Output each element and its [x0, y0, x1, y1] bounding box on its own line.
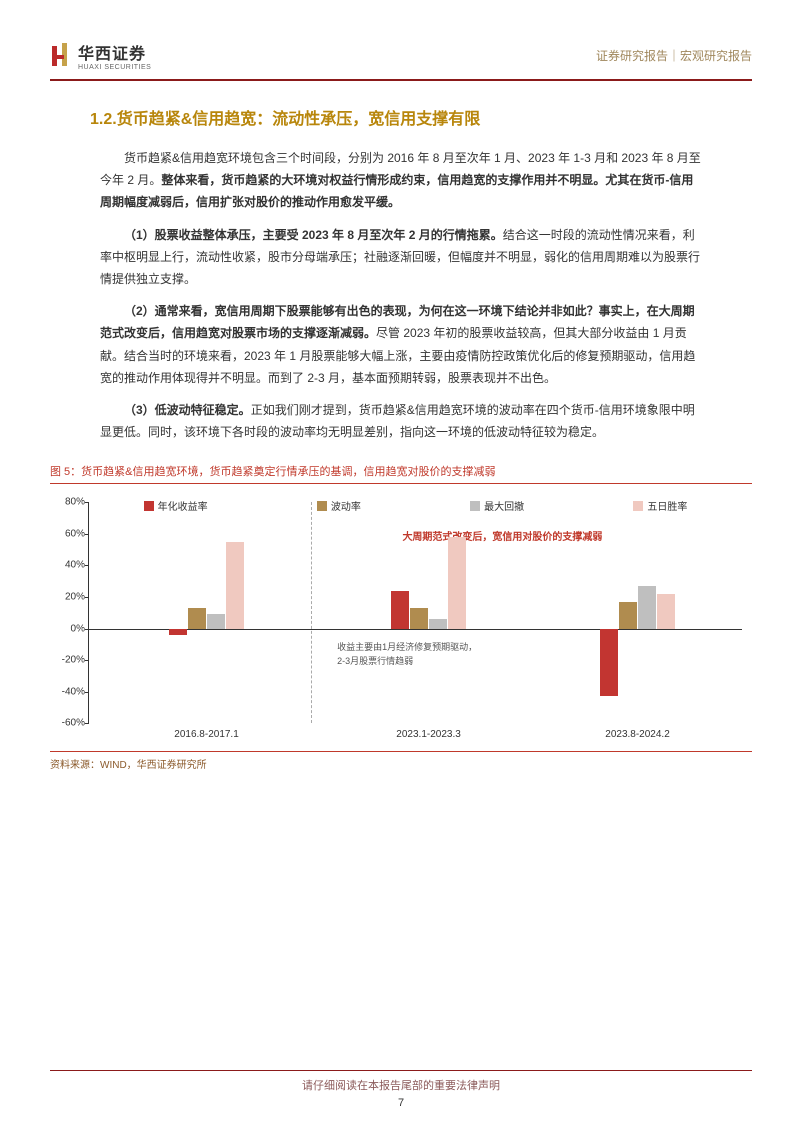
bar	[429, 619, 447, 628]
legend-item-2: 最大回撤	[470, 498, 524, 513]
bar	[188, 608, 206, 629]
page-number: 7	[50, 1097, 752, 1109]
footer-text: 请仔细阅读在本报告尾部的重要法律声明	[50, 1077, 752, 1093]
bar	[207, 614, 225, 628]
bar	[448, 537, 466, 629]
bar	[410, 608, 428, 629]
bar	[600, 629, 618, 697]
logo: 华西证券 HUAXI SECURITIES	[50, 40, 151, 71]
page-footer: 请仔细阅读在本报告尾部的重要法律声明 7	[50, 1070, 752, 1109]
figure-5-chart: 年化收益率 波动率 最大回撤 五日胜率 大周期范式改变后，宽信用对股价的支撑减弱…	[50, 492, 752, 752]
chart-annotation-red: 大周期范式改变后，宽信用对股价的支撑减弱	[402, 528, 602, 543]
bar	[391, 591, 409, 629]
x-label: 2023.1-2023.3	[396, 723, 461, 740]
logo-text-en: HUAXI SECURITIES	[78, 64, 151, 71]
chart-annotation-grey: 收益主要由1月经济修复预期驱动，2-3月股票行情趋弱	[337, 641, 477, 668]
x-label: 2023.8-2024.2	[605, 723, 670, 740]
legend-item-3: 五日胜率	[633, 498, 687, 513]
bar	[657, 594, 675, 629]
bar	[619, 602, 637, 629]
paragraph-4: （3）低波动特征稳定。正如我们刚才提到，货币趋紧&信用趋宽环境的波动率在四个货币…	[100, 399, 702, 443]
bar	[638, 586, 656, 629]
legend-item-1: 波动率	[317, 498, 361, 513]
figure-5-title: 图 5：货币趋紧&信用趋宽环境，货币趋紧奠定行情承压的基调，信用趋宽对股价的支撑…	[50, 459, 752, 484]
paragraph-3: （2）通常来看，宽信用周期下股票能够有出色的表现，为何在这一环境下结论并非如此？…	[100, 300, 702, 389]
section-title: 1.2.货币趋紧&信用趋宽：流动性承压，宽信用支撑有限	[90, 105, 752, 129]
bar	[169, 629, 187, 635]
paragraph-1: 货币趋紧&信用趋宽环境包含三个时间段，分别为 2016 年 8 月至次年 1 月…	[100, 147, 702, 214]
x-label: 2016.8-2017.1	[174, 723, 239, 740]
header-right-text: 证券研究报告｜宏观研究报告	[596, 47, 752, 64]
logo-mark-icon	[50, 43, 72, 69]
chart-legend: 年化收益率 波动率 最大回撤 五日胜率	[89, 498, 742, 513]
legend-item-0: 年化收益率	[144, 498, 208, 513]
figure-5-source: 资料来源：WIND，华西证券研究所	[50, 756, 752, 771]
bar	[226, 542, 244, 629]
logo-text-cn: 华西证券	[78, 40, 151, 64]
page-header: 华西证券 HUAXI SECURITIES 证券研究报告｜宏观研究报告	[50, 40, 752, 81]
paragraph-2: （1）股票收益整体承压，主要受 2023 年 8 月至次年 2 月的行情拖累。结…	[100, 224, 702, 291]
chart-divider	[311, 502, 312, 723]
